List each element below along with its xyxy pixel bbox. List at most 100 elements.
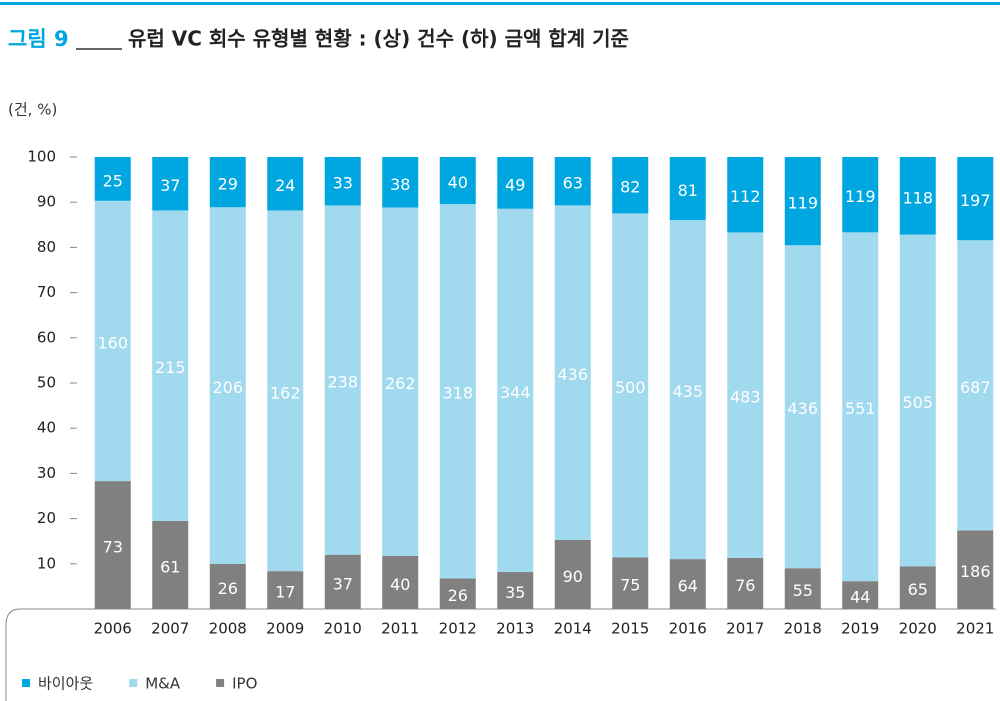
chart-title: 유럽 VC 회수 유형별 현황 : (상) 건수 (하) 금액 합계 기준 bbox=[128, 27, 629, 51]
data-label: 76 bbox=[735, 576, 755, 595]
data-label: 82 bbox=[620, 178, 640, 197]
data-label: 162 bbox=[270, 383, 301, 402]
legend-swatch bbox=[216, 679, 225, 687]
x-tick-label: 2020 bbox=[899, 620, 937, 638]
legend-label: M&A bbox=[145, 675, 181, 693]
bar-segment bbox=[267, 571, 304, 609]
bar-segment bbox=[209, 157, 246, 208]
y-tick-label: 30 bbox=[37, 464, 56, 482]
data-label: 186 bbox=[960, 562, 991, 581]
data-label: 75 bbox=[620, 576, 640, 595]
bar-segment bbox=[209, 563, 246, 609]
bar-segment bbox=[439, 578, 476, 609]
x-tick-label: 2019 bbox=[841, 620, 879, 638]
data-label: 40 bbox=[390, 575, 410, 594]
bar-segment bbox=[554, 539, 591, 609]
data-label: 119 bbox=[845, 187, 876, 206]
x-tick-label: 2021 bbox=[956, 620, 994, 638]
data-label: 49 bbox=[505, 175, 525, 194]
bar-segment bbox=[94, 200, 131, 482]
bar-segment bbox=[267, 210, 304, 572]
x-tick-label: 2018 bbox=[784, 620, 822, 638]
data-label: 26 bbox=[218, 579, 238, 598]
frame bbox=[5, 608, 21, 701]
bar-segment bbox=[94, 481, 131, 609]
x-tick-label: 2009 bbox=[266, 620, 304, 638]
x-tick-label: 2013 bbox=[496, 620, 534, 638]
bar-segment bbox=[94, 157, 131, 201]
legend-label: 바이아웃 bbox=[38, 675, 93, 693]
figure-label: 그림 9 bbox=[8, 27, 69, 51]
bar-segment bbox=[842, 581, 879, 609]
bar-segment bbox=[497, 157, 534, 209]
data-label: 318 bbox=[442, 384, 473, 403]
x-tick-label: 2012 bbox=[439, 620, 477, 638]
y-tick-label: 50 bbox=[37, 374, 56, 392]
bar-segment bbox=[842, 232, 879, 582]
top-rule bbox=[0, 2, 1000, 5]
data-label: 17 bbox=[275, 583, 295, 602]
data-label: 40 bbox=[448, 173, 468, 192]
x-tick-label: 2017 bbox=[726, 620, 764, 638]
legend-swatch bbox=[22, 679, 30, 687]
y-tick-label: 70 bbox=[37, 283, 56, 301]
unit-label: (건, %) bbox=[8, 101, 57, 119]
bar-segment bbox=[727, 232, 764, 558]
bar-segment bbox=[784, 157, 821, 246]
data-label: 436 bbox=[557, 365, 588, 384]
data-label: 25 bbox=[103, 171, 123, 190]
bar-segment bbox=[899, 566, 936, 609]
bar-segment bbox=[324, 554, 361, 609]
bar-segment bbox=[669, 559, 706, 609]
data-label: 44 bbox=[850, 588, 870, 607]
bar-segment bbox=[209, 207, 246, 564]
x-tick-label: 2010 bbox=[324, 620, 362, 638]
data-label: 73 bbox=[103, 538, 123, 557]
data-label: 55 bbox=[793, 581, 813, 600]
bar-segment bbox=[669, 157, 706, 221]
bar-segment bbox=[152, 520, 189, 609]
x-tick-label: 2007 bbox=[151, 620, 189, 638]
data-label: 262 bbox=[385, 374, 416, 393]
data-label: 112 bbox=[730, 187, 761, 206]
data-label: 37 bbox=[160, 176, 180, 195]
bar-segment bbox=[382, 207, 419, 556]
bar-segment bbox=[439, 204, 476, 579]
data-label: 435 bbox=[672, 382, 703, 401]
data-label: 65 bbox=[908, 580, 928, 599]
bar-segment bbox=[382, 555, 419, 609]
y-tick-label: 10 bbox=[37, 554, 56, 572]
bar-segment bbox=[784, 568, 821, 609]
data-label: 90 bbox=[563, 567, 583, 586]
data-label: 64 bbox=[678, 577, 698, 596]
data-label: 26 bbox=[448, 586, 468, 605]
bar-segment bbox=[612, 157, 649, 214]
data-label: 505 bbox=[902, 393, 933, 412]
bar-segment bbox=[439, 157, 476, 205]
x-tick-label: 2011 bbox=[381, 620, 419, 638]
x-tick-label: 2006 bbox=[94, 620, 132, 638]
y-tick-label: 100 bbox=[27, 148, 56, 166]
y-tick-label: 20 bbox=[37, 509, 56, 527]
data-label: 37 bbox=[333, 574, 353, 593]
bar-segment bbox=[152, 157, 189, 211]
legend-label: IPO bbox=[232, 675, 257, 693]
bar-segment bbox=[324, 205, 361, 555]
bar-segment bbox=[784, 245, 821, 569]
x-tick-label: 2008 bbox=[209, 620, 247, 638]
y-tick-label: 90 bbox=[37, 193, 56, 211]
bar-segment bbox=[612, 213, 649, 558]
bar-segment bbox=[267, 157, 304, 211]
data-label: 500 bbox=[615, 378, 646, 397]
bar-segment bbox=[497, 208, 534, 573]
data-label: 238 bbox=[327, 373, 358, 392]
legend-swatch bbox=[129, 679, 138, 687]
data-label: 118 bbox=[902, 188, 933, 207]
data-label: 160 bbox=[97, 333, 128, 352]
bar-segment bbox=[497, 572, 534, 609]
x-tick-label: 2014 bbox=[554, 620, 592, 638]
data-label: 436 bbox=[787, 399, 818, 418]
data-label: 483 bbox=[730, 388, 761, 407]
bar-segment bbox=[152, 210, 189, 521]
